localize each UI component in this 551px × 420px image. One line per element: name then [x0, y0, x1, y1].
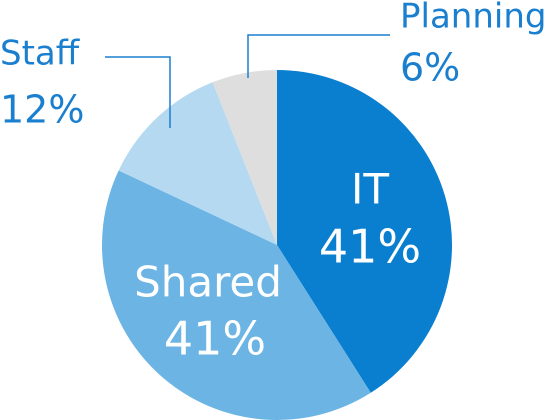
- pie-slice: [212, 70, 277, 245]
- value-label: 12%: [0, 88, 84, 132]
- value-label: 41%: [164, 312, 266, 366]
- slice-label: Shared: [134, 258, 282, 307]
- slice-label: Staff: [0, 34, 81, 74]
- leader-line: [247, 34, 390, 78]
- pie-slice: [277, 70, 452, 393]
- pie: [102, 70, 452, 420]
- leader-line: [105, 56, 171, 128]
- pie-slice: [102, 170, 371, 420]
- slice-label: IT: [351, 165, 389, 214]
- value-label: 6%: [400, 46, 460, 90]
- value-label: 41%: [319, 220, 421, 274]
- slice-label: Planning: [400, 0, 546, 37]
- pie-slice: [118, 82, 277, 245]
